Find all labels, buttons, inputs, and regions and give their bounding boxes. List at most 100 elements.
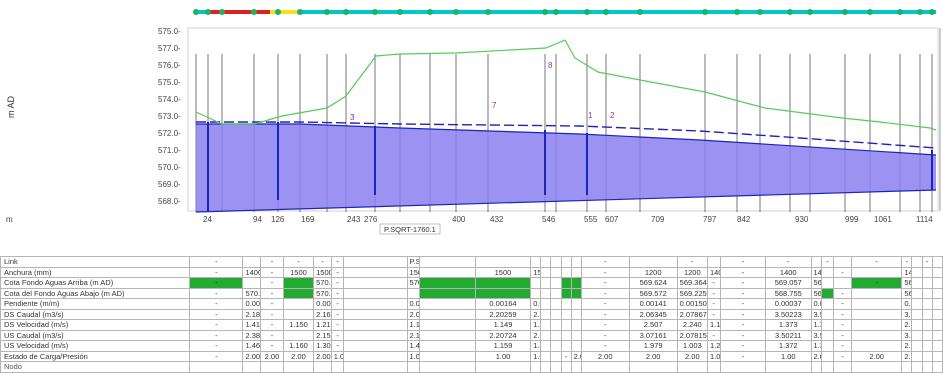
table-cell (820, 287, 835, 299)
long-section-profile[interactable]: m AD 575.0- 577.0- 576.0- 575.0- 574.0- … (0, 0, 943, 256)
node-marker[interactable] (324, 9, 330, 15)
table-cell: 0.00164 (530, 298, 542, 310)
table-row[interactable]: DS Velocidad (m/s)-1.412-1.1501.212-1.10… (0, 319, 943, 331)
node-marker[interactable] (929, 9, 935, 15)
table-row[interactable]: Link-----P.SQRT-1760.1-------- (0, 256, 943, 268)
table-cell (540, 319, 552, 331)
table-cell (550, 350, 562, 362)
node-marker[interactable] (372, 9, 378, 15)
node-marker[interactable] (193, 9, 199, 15)
node-bar[interactable] (193, 9, 936, 15)
table-cell (474, 287, 532, 299)
table-cell (931, 308, 943, 320)
table-cell: - (330, 287, 345, 299)
node-marker[interactable] (275, 9, 281, 15)
node-marker[interactable] (485, 9, 491, 15)
node-marker[interactable] (917, 9, 923, 15)
table-cell (820, 266, 835, 278)
table-cell: - (580, 340, 630, 352)
node-marker[interactable] (807, 9, 813, 15)
node-marker[interactable] (757, 9, 763, 15)
table-cell (560, 298, 572, 310)
table-cell: - (580, 329, 630, 341)
node-marker[interactable] (842, 9, 848, 15)
table-cell (560, 329, 572, 341)
node-marker[interactable] (897, 9, 903, 15)
table-cell (530, 287, 542, 299)
table-row[interactable]: Anchura (mm)-1400-15001500-150015001500-… (0, 266, 943, 278)
table-cell (706, 361, 721, 373)
station-label: 709 (651, 215, 665, 224)
table-cell: 1400 (765, 266, 812, 278)
table-cell (921, 350, 933, 362)
node-marker[interactable] (297, 9, 303, 15)
table-cell: - (580, 287, 630, 299)
node-marker[interactable] (219, 9, 225, 15)
station-label: 930 (795, 215, 809, 224)
table-cell (242, 277, 262, 289)
node-marker[interactable] (427, 9, 433, 15)
table-cell (931, 329, 943, 341)
table-cell (343, 308, 408, 320)
node-marker[interactable] (702, 9, 708, 15)
table-cell: 568.755 (765, 287, 812, 299)
node-marker[interactable] (205, 9, 211, 15)
table-cell: - (833, 298, 852, 310)
table-cell: 1200 (676, 266, 708, 278)
table-row[interactable]: Pendiente (m/m)-0.00111-0.00090-0.001640… (0, 298, 943, 310)
node-marker[interactable] (584, 9, 590, 15)
table-cell (921, 340, 933, 352)
table-cell (550, 340, 562, 352)
table-cell (343, 350, 408, 362)
station-label: 555 (584, 215, 598, 224)
node-marker[interactable] (553, 9, 559, 15)
node-marker[interactable] (343, 9, 349, 15)
node-marker[interactable] (542, 9, 548, 15)
table-cell: 2.240 (676, 319, 708, 331)
table-cell (820, 277, 835, 289)
profile-chart[interactable]: m AD 575.0- 577.0- 576.0- 575.0- 574.0- … (0, 0, 943, 256)
table-cell (419, 329, 476, 341)
table-row[interactable]: DS Caudal (m3/s)-2.18973-2.16226-2.08970… (0, 308, 943, 320)
table-cell: 0.00150 (676, 298, 708, 310)
station-label: 169 (301, 215, 315, 224)
node-marker[interactable] (867, 9, 873, 15)
node-marker[interactable] (637, 9, 643, 15)
table-cell: 569.364 (676, 277, 708, 289)
node-marker[interactable] (734, 9, 740, 15)
table-cell: 1.280 (706, 340, 721, 352)
table-cell (540, 266, 552, 278)
row-label: Anchura (mm) (0, 266, 191, 278)
table-cell: 570.364 (406, 277, 421, 289)
row-label: DS Caudal (m3/s) (0, 308, 191, 320)
table-cell (570, 256, 582, 268)
station-label: 24 (203, 215, 212, 224)
water-fill (196, 124, 936, 212)
node-marker[interactable] (397, 9, 403, 15)
table-cell (820, 298, 835, 310)
table-row[interactable]: US Caudal (m3/s)-2.38172-2.15913-2.10001… (0, 329, 943, 341)
table-row[interactable]: Nodo (0, 361, 943, 373)
table-cell (676, 361, 708, 373)
table-cell: 1.400 (406, 340, 421, 352)
node-marker[interactable] (787, 9, 793, 15)
table-cell (550, 319, 562, 331)
table-cell (921, 298, 933, 310)
table-cell (931, 287, 943, 299)
table-cell: 2.00 (676, 350, 708, 362)
table-row[interactable]: Estado de Carga/Presión -2.00 2.00 2.00 2.00… (0, 350, 943, 362)
table-row[interactable]: Cota Fondo Aguas Arriba (m AD)--570.557-… (0, 277, 943, 289)
node-marker[interactable] (453, 9, 459, 15)
table-cell: 1.159 (474, 340, 532, 352)
table-cell (343, 298, 408, 310)
table-cell: 2.00 (628, 350, 678, 362)
table-cell: - (580, 319, 630, 331)
table-cell (242, 361, 262, 373)
table-cell: - (901, 256, 913, 268)
table-row[interactable]: US Velocidad (m/s)-1.465-1.1601.300-1.40… (0, 340, 943, 352)
node-marker[interactable] (603, 9, 609, 15)
node-marker[interactable] (251, 9, 257, 15)
table-row[interactable]: Cota del Fondo Aguas Abajo (m AD)-570.57… (0, 287, 943, 299)
table-cell (850, 319, 903, 331)
table-cell: 1.379 (810, 319, 822, 331)
